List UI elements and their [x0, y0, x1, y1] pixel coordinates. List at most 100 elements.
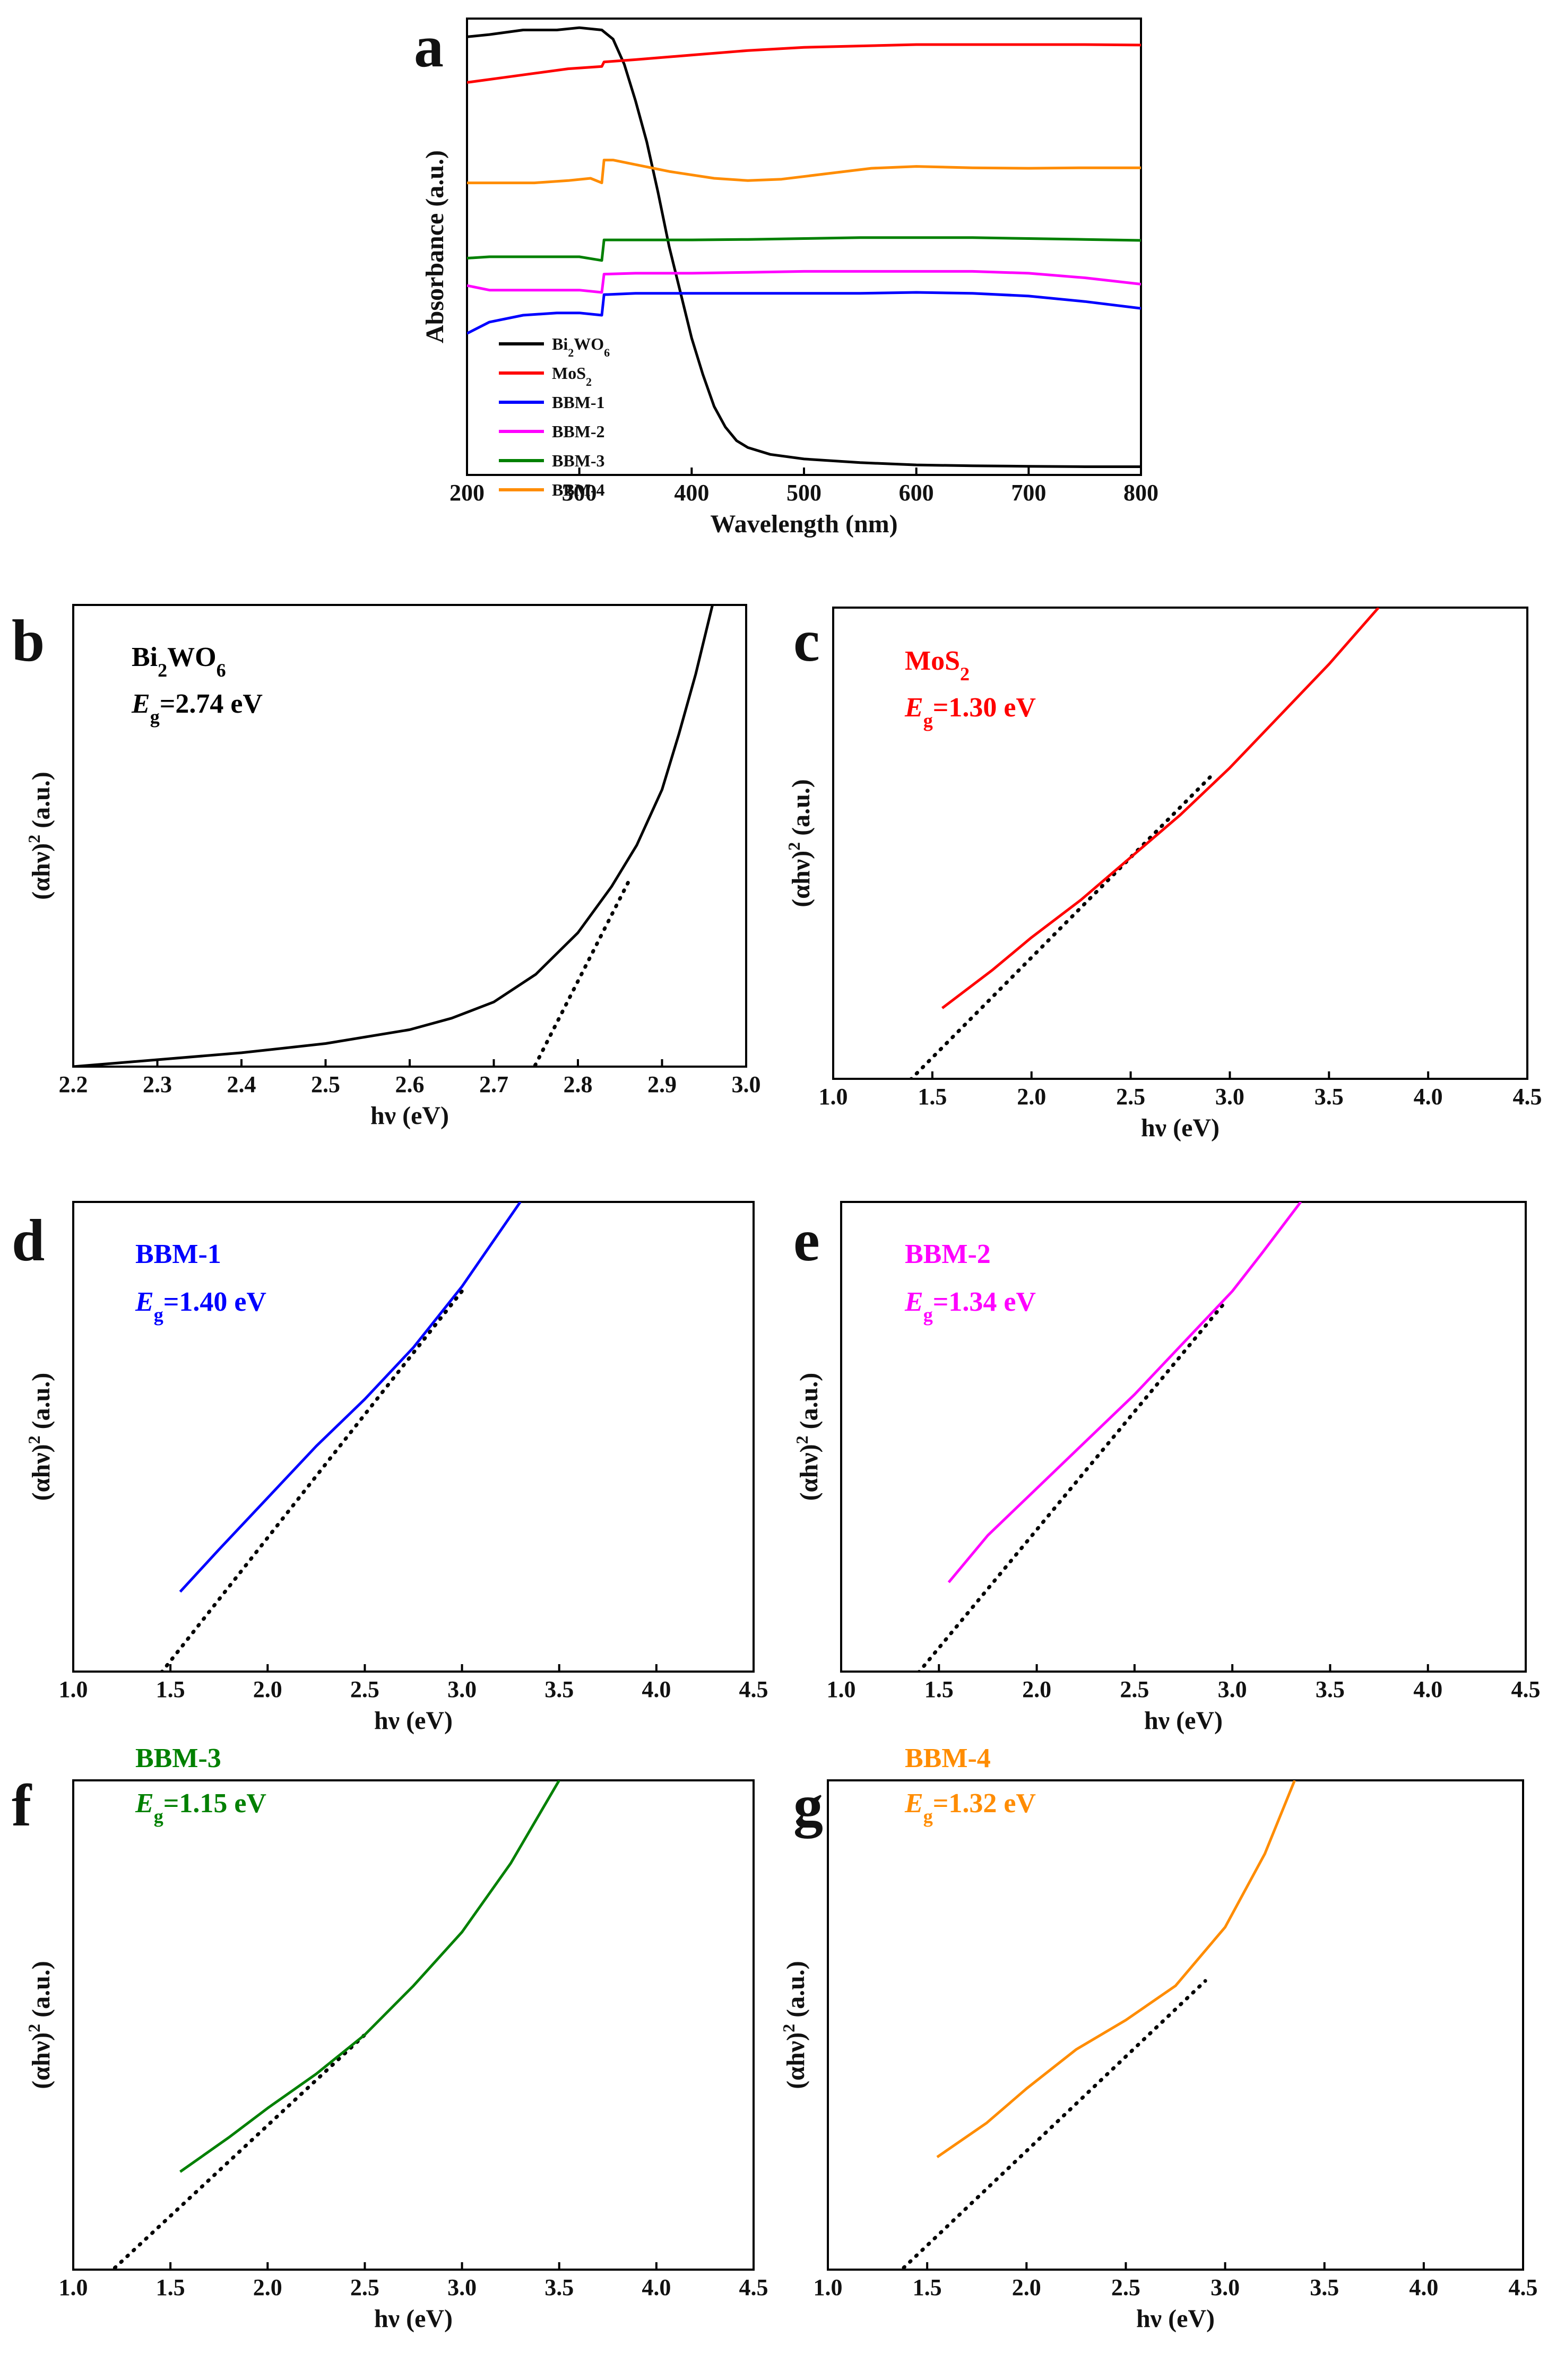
plot-frame: [72, 1201, 755, 1673]
series-line-bi2wo6: [73, 605, 714, 1067]
x-axis-title: hν (eV): [1144, 1707, 1223, 1735]
series-line-bbm-3: [467, 236, 1141, 262]
band-gap-label: Eg=1.40 eV: [135, 1287, 266, 1326]
plot-frame: [832, 607, 1528, 1080]
x-tick-label: 4.5: [1511, 1676, 1541, 1702]
series-line-mos2: [467, 43, 1141, 84]
x-tick-label: 4.5: [739, 2274, 768, 2300]
x-tick-label: 2.4: [227, 1071, 256, 1097]
x-tick-label: 1.5: [918, 1084, 947, 1110]
x-tick-label: 3.5: [1310, 2274, 1339, 2300]
x-tick-label: 1.0: [827, 1676, 856, 1702]
x-tick-label: 1.5: [156, 1676, 185, 1702]
x-tick-label: 2.8: [564, 1071, 593, 1097]
panel-b: b 2.2 2.3 2.4 2.5 2.6 2.7 2.8 2.9 3.0 hν (eV) (αhν)…: [12, 604, 761, 1130]
tauc-fit-line: [532, 880, 630, 1067]
x-tick-label: 3.5: [1316, 1676, 1345, 1702]
band-gap-label: Eg=1.30 eV: [904, 693, 1036, 731]
y-axis-title: Absorbance (a.u.): [421, 150, 449, 343]
series-line-mos2: [941, 608, 1380, 1009]
x-tick-label: 2.5: [1111, 2274, 1140, 2300]
x-tick-label: 3.5: [1315, 1084, 1344, 1110]
sample-label: BBM-3: [135, 1743, 221, 1773]
plot-frame: [840, 1201, 1527, 1673]
band-gap-label: Eg=1.34 eV: [904, 1287, 1036, 1326]
x-tick-label: 4.0: [1413, 1676, 1442, 1702]
legend-label: Bi2WO6: [552, 334, 610, 359]
x-tick-label: 2.5: [311, 1071, 340, 1097]
x-tick-label: 3.5: [544, 2274, 574, 2300]
band-gap-label: Eg=1.15 eV: [135, 1788, 266, 1827]
x-tick-label: 500: [786, 480, 822, 506]
sample-label: Bi2WO6: [132, 642, 226, 681]
x-tick-label: 4.0: [642, 1676, 671, 1702]
x-tick-label: 1.5: [913, 2274, 942, 2300]
x-tick-label: 1.0: [59, 1676, 88, 1702]
x-tick-label: 4.0: [642, 2274, 671, 2300]
panel-letter: e: [793, 1208, 820, 1274]
tauc-fit-line: [159, 1289, 464, 1672]
x-tick-label: 2.0: [1022, 1676, 1051, 1702]
x-tick-label: 400: [674, 480, 709, 506]
x-tick-label: 3.0: [447, 1676, 477, 1702]
panel-g: g 1.0 1.5 2.0 2.5 3.0 3.5 4.0 4.5 hν (eV) (αhν)2 (…: [779, 1743, 1538, 2333]
x-tick-label: 4.5: [739, 1676, 768, 1702]
plot-frame: [72, 604, 747, 1068]
tauc-fit-line: [916, 1303, 1225, 1672]
panel-letter: b: [12, 608, 45, 674]
sample-label: MoS2: [905, 646, 970, 685]
panel-letter: f: [12, 1773, 32, 1839]
series-line-bbm-2: [467, 270, 1141, 294]
panel-letter: c: [793, 608, 820, 674]
x-tick-label: 3.0: [1211, 2274, 1240, 2300]
x-axis-title: Wavelength (nm): [710, 510, 897, 538]
series-line-bbm-4: [936, 1780, 1296, 2158]
y-axis-title: (αhν)2 (a.u.): [784, 779, 815, 907]
x-tick-label: 2.5: [1120, 1676, 1149, 1702]
legend-label: BBM-4: [552, 480, 605, 499]
x-tick-label: 1.0: [819, 1084, 848, 1110]
x-tick-label: 2.3: [143, 1071, 172, 1097]
x-tick-label: 2.5: [1116, 1084, 1145, 1110]
y-axis-title: (αhν)2 (a.u.): [779, 1961, 810, 2089]
band-gap-label: Eg=1.32 eV: [904, 1788, 1036, 1827]
y-axis-title: (αhν)2 (a.u.): [24, 772, 55, 900]
tauc-fit-line: [110, 2032, 367, 2270]
x-tick-label: 2.0: [1012, 2274, 1041, 2300]
x-tick-label: 2.0: [1017, 1084, 1046, 1110]
x-tick-label: 2.7: [479, 1071, 508, 1097]
plot-frame: [72, 1779, 755, 2271]
series-line-bbm-4: [467, 159, 1141, 185]
panel-a: a 200 300 400 500 600 700 800 Wavelength (nm) Abs…: [414, 14, 1158, 538]
series-line-bbm-3: [179, 1780, 560, 2173]
tauc-fit-line: [899, 1979, 1207, 2270]
x-tick-label: 700: [1011, 480, 1046, 506]
sample-label: BBM-1: [135, 1239, 221, 1269]
x-tick-label: 2.6: [395, 1071, 425, 1097]
band-gap-label: Eg=2.74 eV: [131, 689, 263, 728]
x-tick-label: 2.0: [253, 2274, 282, 2300]
x-tick-label: 4.0: [1414, 1084, 1443, 1110]
x-tick-label: 3.0: [447, 2274, 477, 2300]
x-tick-label: 2.0: [253, 1676, 282, 1702]
panel-e: e 1.0 1.5 2.0 2.5 3.0 3.5 4.0 4.5 hν (eV) (αhν)2 (…: [792, 1201, 1541, 1735]
legend-label: BBM-3: [552, 451, 605, 470]
panel-c: c 1.0 1.5 2.0 2.5 3.0 3.5 4.0 4.5 hν (eV) (αhν)2 (…: [784, 607, 1542, 1142]
x-tick-label: 300: [562, 480, 597, 506]
x-tick-label: 1.0: [814, 2274, 843, 2300]
panel-f: f 1.0 1.5 2.0 2.5 3.0 3.5 4.0 4.5 hν (eV) (αhν)2 (…: [12, 1743, 768, 2333]
legend-label: MoS2: [552, 364, 592, 388]
series-line-bbm-1: [179, 1202, 522, 1593]
x-tick-label: 4.5: [1513, 1084, 1542, 1110]
tauc-fit-line: [909, 775, 1212, 1079]
series-line-bbm-1: [467, 291, 1141, 335]
x-tick-label: 600: [899, 480, 934, 506]
sample-label: BBM-4: [905, 1743, 991, 1773]
panel-letter: a: [414, 14, 444, 80]
y-axis-title: (αhν)2 (a.u.): [24, 1961, 55, 2089]
x-axis-title: hν (eV): [370, 1102, 449, 1130]
series-line-bi2wo6: [467, 26, 1141, 468]
x-tick-label: 2.5: [350, 2274, 379, 2300]
legend-label: BBM-2: [552, 422, 605, 441]
